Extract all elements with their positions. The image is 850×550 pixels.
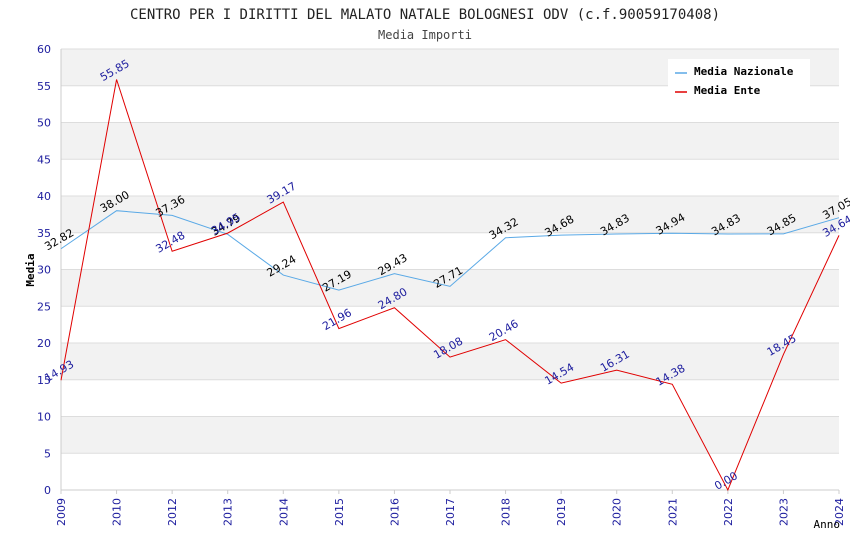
y-tick-label: 25 xyxy=(37,300,51,313)
legend-label-nazionale: Media Nazionale xyxy=(694,65,794,78)
x-tick-label: 2014 xyxy=(277,498,290,526)
series-line-nazionale xyxy=(60,210,840,291)
grid-band xyxy=(61,196,839,233)
grid-bands xyxy=(61,49,839,454)
legend-label-ente: Media Ente xyxy=(694,84,761,97)
x-tick-label: 2023 xyxy=(777,498,790,526)
data-label-ente: 21.96 xyxy=(320,306,354,333)
x-tick-label: 2019 xyxy=(555,498,568,526)
x-tick-label: 2024 xyxy=(833,498,846,526)
x-tick-labels: 2009 2010 2012 2013 2014 2015 2016 2017 2018 2019… xyxy=(55,490,846,526)
chart-subtitle: Media Importi xyxy=(378,28,472,42)
y-tick-label: 50 xyxy=(37,117,51,130)
grid-band xyxy=(61,416,839,454)
y-tick-label: 60 xyxy=(37,43,51,56)
y-tick-label: 30 xyxy=(37,264,51,277)
y-tick-label: 45 xyxy=(37,153,51,166)
x-tick-label: 2009 xyxy=(55,498,68,526)
data-label-ente: 0.00 xyxy=(712,469,740,493)
series-line-ente xyxy=(60,79,840,492)
legend: Media Nazionale Media Ente xyxy=(668,59,810,101)
x-tick-label: 2013 xyxy=(222,498,235,526)
x-tick-label: 2022 xyxy=(722,498,735,526)
y-tick-label: 5 xyxy=(44,447,51,460)
x-tick-label: 2018 xyxy=(500,498,513,526)
y-tick-label: 20 xyxy=(37,337,51,350)
x-tick-label: 2021 xyxy=(666,498,679,526)
x-tick-label: 2016 xyxy=(388,498,401,526)
x-tick-label: 2012 xyxy=(166,498,179,526)
y-tick-label: 15 xyxy=(37,374,51,387)
series-lines xyxy=(60,79,840,492)
grid-band xyxy=(61,343,839,380)
y-tick-label: 40 xyxy=(37,190,51,203)
y-axis-label: Media xyxy=(24,253,37,286)
y-tick-label: 35 xyxy=(37,227,51,240)
y-tick-label: 10 xyxy=(37,411,51,424)
x-tick-label: 2020 xyxy=(611,498,624,526)
y-tick-labels: 0 5 10 15 20 25 30 35 40 45 50 55 60 xyxy=(37,43,51,497)
legend-box xyxy=(668,59,810,101)
y-tick-label: 55 xyxy=(37,80,51,93)
x-tick-label: 2015 xyxy=(333,498,346,526)
y-tick-label: 0 xyxy=(44,484,51,497)
grid-band xyxy=(61,269,839,307)
grid-band xyxy=(61,122,839,160)
data-label-ente: 14.93 xyxy=(42,358,76,385)
chart-title: CENTRO PER I DIRITTI DEL MALATO NATALE B… xyxy=(130,7,720,23)
x-tick-label: 2010 xyxy=(111,498,124,526)
x-tick-label: 2017 xyxy=(444,498,457,526)
x-axis-label: Anno xyxy=(814,518,841,531)
